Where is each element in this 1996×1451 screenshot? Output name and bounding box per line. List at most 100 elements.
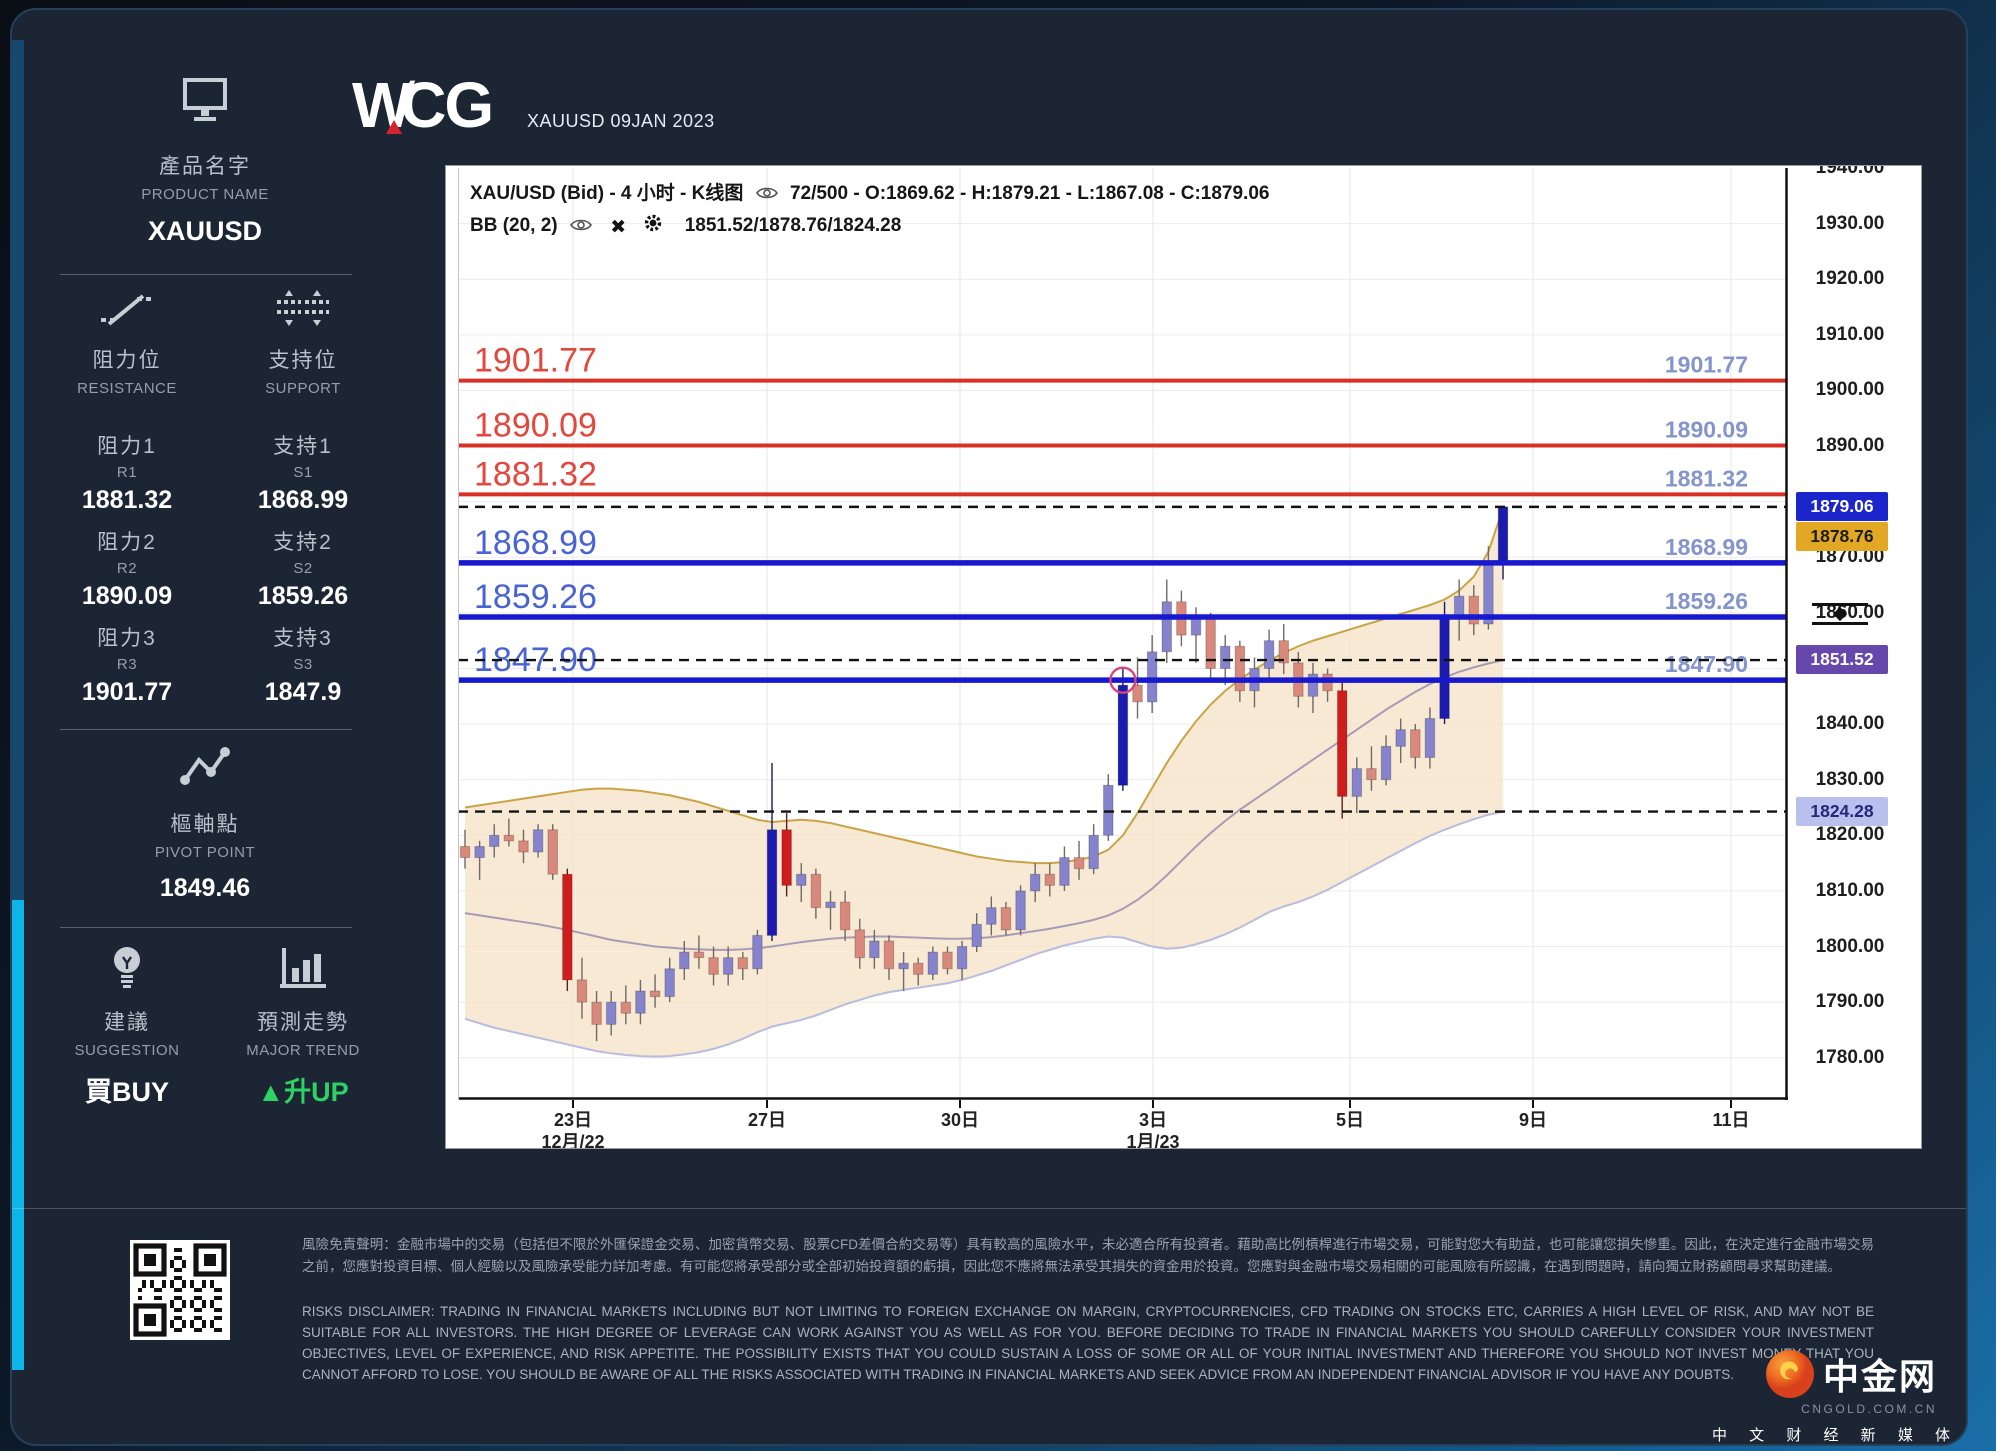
left-accent-strip-cyan <box>12 900 24 1370</box>
visibility-eye-icon[interactable] <box>755 185 779 207</box>
resistance-2-code: R2 <box>116 560 138 577</box>
date-axis-label: 3日 <box>1138 1110 1168 1130</box>
handle-top-bar <box>1812 603 1868 606</box>
support-1-code: S1 <box>293 464 313 481</box>
price-axis-tick: 1930.00 <box>1815 212 1885 234</box>
date-axis-label: 9日 <box>1518 1110 1548 1130</box>
qr-code <box>130 1240 230 1340</box>
pivot-zigzag-icon <box>180 747 230 785</box>
price-axis-tick: 1870.00 <box>1815 546 1885 568</box>
svg-text:1890.09: 1890.09 <box>1665 417 1748 443</box>
wcg-logo-cg: CG <box>400 69 494 141</box>
price-axis-tick: 1800.00 <box>1815 935 1885 957</box>
chart-plot-area[interactable]: 1901.77 1901.77 1890.09 1890.09 1881.32 1881.… <box>458 168 1788 1113</box>
resistance-trendline-icon <box>101 294 153 326</box>
price-axis-tick: 1920.00 <box>1815 268 1885 290</box>
price-badge: 1878.76 <box>1796 521 1888 551</box>
report-card: W/CG XAUUSD 09JAN 2023 產品名字 PRODUCT NAME… <box>10 8 1968 1446</box>
date-axis-label: 11日 <box>1712 1110 1750 1130</box>
pivot-icon-wrap <box>40 746 370 793</box>
support-2-zh: 支持2 <box>273 531 333 554</box>
date-axis-label: 27日 <box>747 1110 787 1130</box>
price-axis-tick: 1790.00 <box>1815 991 1885 1013</box>
bb-settings-gear-icon[interactable] <box>643 213 663 239</box>
svg-text:1868.99: 1868.99 <box>474 524 597 562</box>
product-label-zh: 產品名字 <box>159 155 251 178</box>
svg-text:1901.77: 1901.77 <box>1665 352 1748 378</box>
suggestion-value: 買BUY <box>84 1077 169 1107</box>
price-axis-tick: 1860.00 <box>1815 601 1885 623</box>
support-2-value: 1859.26 <box>257 582 349 610</box>
resistance-1-value: 1881.32 <box>81 486 173 514</box>
wcg-logo: W/CG <box>352 68 494 142</box>
sidebar-divider-2 <box>60 729 352 730</box>
support-levels-icon <box>277 290 329 326</box>
handle-bottom-bar <box>1812 622 1868 625</box>
date-axis-label: 23日 <box>553 1110 593 1130</box>
sidebar-divider-1 <box>60 274 352 275</box>
cngold-domain: CNGOLD.COM.CN <box>1801 1402 1937 1416</box>
support-1-zh: 支持1 <box>273 435 333 458</box>
svg-text:1859.26: 1859.26 <box>1665 588 1748 614</box>
support-icon-wrap <box>218 288 388 333</box>
price-axis-tick: 1900.00 <box>1815 379 1885 401</box>
date-axis-label: 5日 <box>1335 1110 1365 1130</box>
price-axis-tick: 1910.00 <box>1815 323 1885 345</box>
pivot-label-zh: 樞軸點 <box>170 813 240 836</box>
resistance-3-code: R3 <box>116 656 138 673</box>
date-axis-month-label: 1月/23 <box>1126 1132 1180 1149</box>
handle-diamond-icon <box>1832 606 1848 622</box>
svg-text:1859.26: 1859.26 <box>474 578 597 616</box>
chart-ohlc-info: 72/500 - O:1869.62 - H:1879.21 - L:1867.… <box>789 183 1270 204</box>
resistance-3-zh: 阻力3 <box>97 627 157 650</box>
bb-values: 1851.52/1878.76/1824.28 <box>684 215 902 236</box>
date-axis-label: 30日 <box>940 1110 980 1130</box>
svg-text:1847.90: 1847.90 <box>1665 651 1748 677</box>
support-3-zh: 支持3 <box>273 627 333 650</box>
price-badge: 1879.06 <box>1796 491 1888 521</box>
wcg-logo-w: W <box>352 69 412 141</box>
price-axis-tick: 1820.00 <box>1815 824 1885 846</box>
cngold-name: 中金网 <box>1822 1356 1937 1397</box>
bb-eye-icon[interactable] <box>569 217 593 239</box>
date-axis-month-label: 12月/22 <box>541 1132 605 1149</box>
trend-value-text: 升UP <box>284 1077 349 1107</box>
price-axis-tick: 1780.00 <box>1815 1046 1885 1068</box>
trend-icon-wrap <box>218 946 388 995</box>
svg-text:1890.09: 1890.09 <box>474 407 597 445</box>
cngold-brand: 中金网 CNGOLD.COM.CN 中 文 财 经 新 媒 体 <box>1712 1348 1950 1444</box>
axis-scale-drag-handle[interactable] <box>1812 603 1868 625</box>
suggestion-label-zh: 建議 <box>104 1011 150 1034</box>
product-label-en: PRODUCT NAME <box>141 186 269 203</box>
resistance-label-en: RESISTANCE <box>77 380 177 397</box>
pivot-label-en: PIVOT POINT <box>154 844 256 861</box>
price-chart-canvas[interactable]: 1901.77 1901.77 1890.09 1890.09 1881.32 1881.… <box>458 168 1788 1113</box>
bar-chart-icon <box>280 948 326 988</box>
price-axis-tick: 1940.00 <box>1815 165 1885 178</box>
svg-text:1881.32: 1881.32 <box>1665 465 1748 491</box>
support-label-en: SUPPORT <box>265 380 341 397</box>
support-1-value: 1868.99 <box>257 486 349 514</box>
bb-close-icon[interactable]: ✖ <box>610 217 627 238</box>
svg-text:1901.77: 1901.77 <box>474 342 597 380</box>
disclaimer-zh: 風險免責聲明：金融市場中的交易（包括但不限於外匯保證金交易、加密貨幣交易、股票C… <box>302 1237 1874 1274</box>
footer-divider <box>12 1208 1966 1209</box>
left-accent-strip-dark <box>12 40 24 900</box>
product-value: XAUUSD <box>147 216 262 246</box>
report-title: XAUUSD 09JAN 2023 <box>527 111 715 131</box>
price-axis-tick: 1840.00 <box>1815 713 1885 735</box>
chart-header-line2: BB (20, 2) ✖ 1851.52/1878.76/1824.28 <box>470 213 901 239</box>
resistance-1-zh: 阻力1 <box>97 435 157 458</box>
support-3-value: 1847.9 <box>264 678 342 706</box>
sidebar-divider-3 <box>60 927 352 928</box>
support-label-zh: 支持位 <box>268 349 338 372</box>
chart-symbol-title: XAU/USD (Bid) - 4 小时 - K线图 <box>470 183 744 204</box>
suggestion-icon-wrap <box>42 944 212 995</box>
suggestion-label-en: SUGGESTION <box>74 1042 180 1059</box>
price-axis[interactable]: 1940.00 1930.00 1920.00 1910.00 1900.00 1890.… <box>1790 165 1921 1148</box>
svg-text:1868.99: 1868.99 <box>1665 534 1748 560</box>
resistance-1-code: R1 <box>116 464 138 481</box>
resistance-label-zh: 阻力位 <box>92 349 162 372</box>
resistance-2-zh: 阻力2 <box>97 531 157 554</box>
